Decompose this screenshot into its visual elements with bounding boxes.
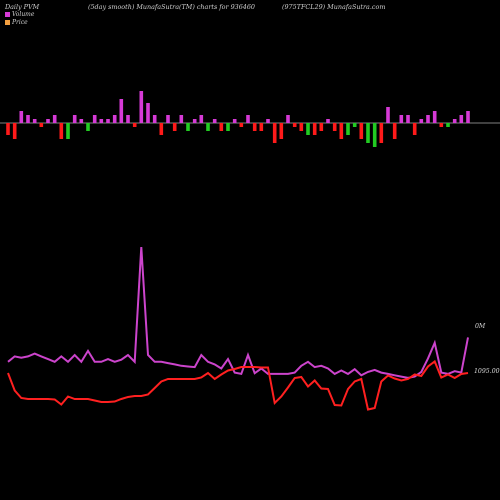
price-line (7, 359, 469, 411)
volume-bar (446, 123, 450, 127)
volume-bar (459, 115, 464, 123)
volume-bar (232, 119, 237, 123)
volume-bars (6, 91, 470, 147)
volume-bar (339, 123, 344, 139)
volume-bar (306, 123, 310, 135)
volume-bar (226, 123, 230, 131)
volume-bar (272, 123, 277, 143)
volume-bar (399, 115, 404, 123)
volume-bar (239, 123, 244, 127)
volume-bar (92, 115, 97, 123)
volume-bar (52, 115, 57, 123)
chart-header-title: (5day smooth) MunafaSutra(TM) charts for… (88, 3, 255, 11)
volume-bar (439, 123, 444, 127)
volume-bar (199, 115, 204, 123)
volume-bar (406, 115, 410, 123)
volume-end-label: 0M (475, 323, 486, 330)
volume-bar (99, 119, 104, 123)
volume-bar (279, 123, 284, 139)
volume-bar (19, 111, 24, 123)
volume-bar (166, 115, 170, 123)
legend-label-price: Price (12, 19, 28, 26)
volume-bar (252, 123, 257, 131)
volume-bar (112, 115, 117, 123)
volume-bar (286, 115, 290, 123)
chart-header-left: Daily PVM (5, 3, 40, 11)
volume-bar (212, 119, 217, 123)
volume-bar (346, 123, 350, 135)
volume-bar (466, 111, 470, 123)
volume-bar (132, 123, 137, 127)
volume-bar (159, 123, 164, 135)
volume-bar (72, 115, 77, 123)
volume-bar (119, 99, 124, 123)
volume-bar (372, 123, 377, 147)
volume-bar (432, 111, 437, 123)
volume-bar (186, 123, 190, 131)
volume-bar (146, 103, 150, 123)
volume-bar (179, 115, 184, 123)
volume-bar (26, 115, 30, 123)
volume-bar (59, 123, 64, 139)
legend-item-price: Price (5, 19, 28, 26)
volume-bar (86, 123, 90, 131)
price-swatch-icon (5, 19, 10, 25)
volume-bar (392, 123, 397, 139)
volume-bar (366, 123, 370, 143)
volume-bar (412, 123, 417, 135)
volume-bar (12, 123, 17, 139)
volume-bar (299, 123, 304, 131)
volume-bar (379, 123, 384, 143)
volume-bar (452, 119, 457, 123)
legend-item-volume: Volume (5, 11, 34, 18)
volume-bar (326, 119, 330, 123)
volume-bar (259, 123, 264, 131)
volume-line (7, 246, 469, 379)
volume-bar (352, 123, 357, 127)
price-end-label: 1095.00 (474, 368, 500, 375)
volume-bar (39, 123, 44, 127)
volume-bar (419, 119, 424, 123)
legend-label-volume: Volume (12, 11, 35, 18)
volume-bar (246, 115, 250, 123)
volume-bar (292, 123, 297, 127)
volume-bar (426, 115, 430, 123)
volume-bar (312, 123, 317, 135)
volume-bar (139, 91, 144, 123)
volume-bar (106, 119, 110, 123)
volume-bar (79, 119, 84, 123)
chart-header-right: (975TFCL29) MunafaSutra.com (282, 3, 386, 11)
volume-bar (6, 123, 10, 135)
volume-bar (386, 107, 390, 123)
volume-bar (206, 123, 210, 131)
volume-bar (319, 123, 324, 131)
volume-bar (46, 119, 50, 123)
volume-bar (332, 123, 337, 131)
volume-bar (126, 115, 130, 123)
volume-bar (172, 123, 177, 131)
volume-bar (359, 123, 364, 139)
volume-bar (219, 123, 224, 131)
volume-bar (32, 119, 37, 123)
volume-bar (266, 119, 270, 123)
volume-swatch-icon (5, 11, 10, 17)
volume-bar (152, 115, 157, 123)
volume-bar (66, 123, 70, 139)
volume-bar (192, 119, 197, 123)
